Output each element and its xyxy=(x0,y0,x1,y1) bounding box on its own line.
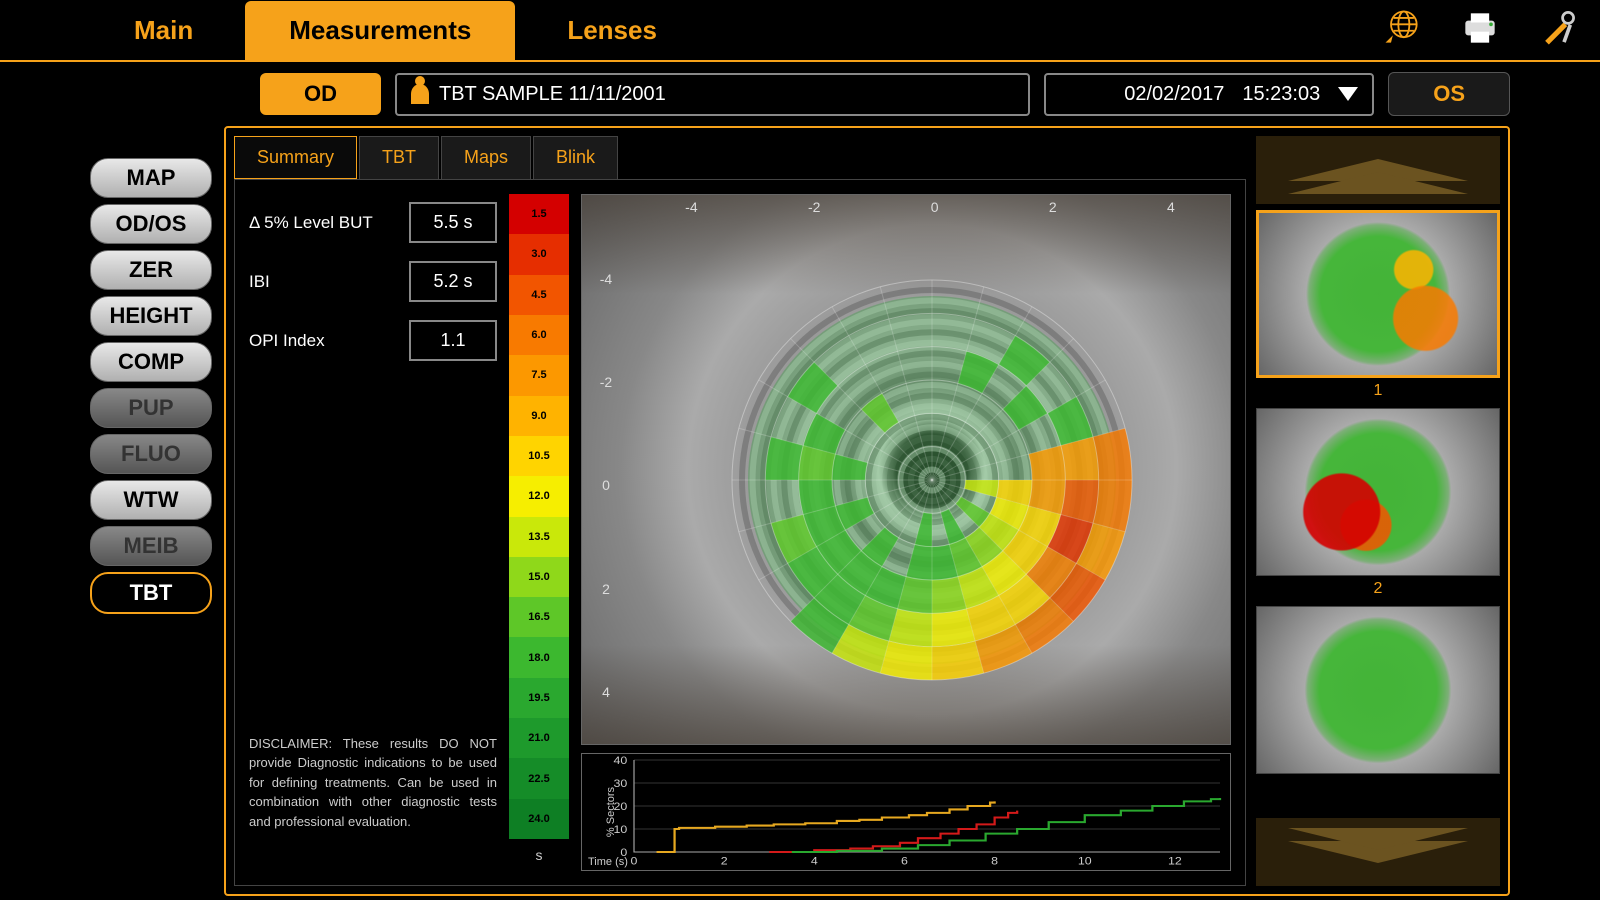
sidenav-item-fluo[interactable]: FLUO xyxy=(90,434,212,474)
legend-cell: 19.5 xyxy=(509,678,569,718)
metric-row: Δ 5% Level BUT 5.5 s xyxy=(249,202,497,243)
legend-cell: 18.0 xyxy=(509,637,569,677)
sidenav-item-wtw[interactable]: WTW xyxy=(90,480,212,520)
legend-cell: 12.0 xyxy=(509,476,569,516)
thumbnail-item[interactable]: 2 xyxy=(1256,408,1500,602)
x-axis-label: Time (s) xyxy=(588,856,628,868)
thumbnail-image xyxy=(1256,210,1500,378)
sidenav-item-height[interactable]: HEIGHT xyxy=(90,296,212,336)
legend-cell: 1.5 xyxy=(509,194,569,234)
scroll-down-button[interactable] xyxy=(1256,818,1500,886)
tab-measurements[interactable]: Measurements xyxy=(245,1,515,60)
main-tabs: Main Measurements Lenses xyxy=(90,1,701,60)
thumbnail-image xyxy=(1256,408,1500,576)
print-icon[interactable] xyxy=(1458,6,1502,55)
thumbnail-item[interactable]: 1 xyxy=(1256,210,1500,404)
sidenav-item-meib[interactable]: MEIB xyxy=(90,526,212,566)
metric-value: 5.2 s xyxy=(409,261,497,302)
tools-icon[interactable] xyxy=(1536,6,1580,55)
svg-text:4: 4 xyxy=(811,854,818,867)
tab-lenses[interactable]: Lenses xyxy=(523,1,701,60)
chevron-down-icon xyxy=(1338,87,1358,101)
patient-name: TBT SAMPLE 11/11/2001 xyxy=(439,83,666,106)
sidenav-item-comp[interactable]: COMP xyxy=(90,342,212,382)
svg-text:10: 10 xyxy=(1078,854,1092,867)
y-axis-label: % Sectors xyxy=(605,787,617,837)
scroll-up-button[interactable] xyxy=(1256,136,1500,204)
metric-value: 5.5 s xyxy=(409,202,497,243)
sidenav-item-od-os[interactable]: OD/OS xyxy=(90,204,212,244)
svg-text:2: 2 xyxy=(721,854,728,867)
sidenav-item-map[interactable]: MAP xyxy=(90,158,212,198)
tab-main[interactable]: Main xyxy=(90,1,237,60)
sub-tabs: SummaryTBTMapsBlink xyxy=(234,136,1246,179)
y-axis-labels: -4-2024 xyxy=(582,227,630,744)
globe-icon[interactable] xyxy=(1380,6,1424,55)
top-bar: Main Measurements Lenses xyxy=(0,0,1600,62)
thumbnail-item[interactable] xyxy=(1256,606,1500,774)
od-button[interactable]: OD xyxy=(260,73,381,115)
os-button[interactable]: OS xyxy=(1388,72,1510,116)
svg-text:40: 40 xyxy=(613,754,627,767)
sidenav-item-tbt[interactable]: TBT xyxy=(90,572,212,614)
top-icons xyxy=(1380,6,1580,55)
legend-unit: s xyxy=(509,839,569,871)
metric-label: OPI Index xyxy=(249,331,325,351)
legend-cell: 24.0 xyxy=(509,799,569,839)
legend-cell: 15.0 xyxy=(509,557,569,597)
sub-bar: OD TBT SAMPLE 11/11/2001 02/02/2017 15:2… xyxy=(0,62,1600,126)
capture-time: 15:23:03 xyxy=(1242,83,1320,106)
sidenav-item-pup[interactable]: PUP xyxy=(90,388,212,428)
datetime-dropdown[interactable]: 02/02/2017 15:23:03 xyxy=(1044,73,1374,116)
legend-cell: 7.5 xyxy=(509,355,569,395)
disclaimer-text: DISCLAIMER: These results DO NOT provide… xyxy=(249,734,497,872)
thumbnail-image xyxy=(1256,606,1500,774)
metric-row: OPI Index 1.1 xyxy=(249,320,497,361)
sidenav-item-zer[interactable]: ZER xyxy=(90,250,212,290)
thumbnail-label: 1 xyxy=(1374,378,1383,404)
svg-text:0: 0 xyxy=(631,854,638,867)
metric-value: 1.1 xyxy=(409,320,497,361)
side-nav: MAP OD/OS ZER HEIGHT COMP PUP FLUO WTW MEIB TBT xyxy=(90,126,212,896)
legend-cell: 13.5 xyxy=(509,517,569,557)
legend-cell: 10.5 xyxy=(509,436,569,476)
metric-label: IBI xyxy=(249,272,270,292)
legend-cell: 9.0 xyxy=(509,396,569,436)
legend-cell: 16.5 xyxy=(509,597,569,637)
content-panel: SummaryTBTMapsBlink Δ 5% Level BUT 5.5 s I… xyxy=(224,126,1510,896)
thumbnail-label: 2 xyxy=(1374,576,1383,602)
x-axis-labels: -4-2024 xyxy=(630,195,1230,215)
thumbnail-panel: 12 xyxy=(1256,136,1500,886)
polar-overlay xyxy=(722,270,1142,690)
svg-text:8: 8 xyxy=(991,854,998,867)
results-body: Δ 5% Level BUT5.5 sIBI5.2 sOPI Index1.1 … xyxy=(234,179,1246,886)
legend-cell: 4.5 xyxy=(509,275,569,315)
legend-cell: 3.0 xyxy=(509,234,569,274)
svg-text:12: 12 xyxy=(1168,854,1182,867)
metric-label: Δ 5% Level BUT xyxy=(249,213,373,233)
capture-date: 02/02/2017 xyxy=(1124,83,1224,106)
subtab-maps[interactable]: Maps xyxy=(441,136,531,179)
person-icon xyxy=(411,84,429,104)
chart-canvas: 010203040024681012 xyxy=(634,760,1220,852)
legend-cell: 21.0 xyxy=(509,718,569,758)
svg-text:6: 6 xyxy=(901,854,908,867)
time-chart: % Sectors Time (s) 010203040024681012 xyxy=(581,753,1231,871)
thumbnail-list: 12 xyxy=(1256,210,1500,812)
color-legend: 1.53.04.56.07.59.010.512.013.515.016.518… xyxy=(509,194,569,871)
subtab-tbt[interactable]: TBT xyxy=(359,136,439,179)
metrics-column: Δ 5% Level BUT5.5 sIBI5.2 sOPI Index1.1 … xyxy=(249,194,497,871)
eye-topography-map[interactable]: -4-2024 -4-2024 xyxy=(581,194,1231,745)
main-area: MAP OD/OS ZER HEIGHT COMP PUP FLUO WTW MEIB TBT S… xyxy=(0,126,1600,896)
legend-cell: 6.0 xyxy=(509,315,569,355)
patient-field[interactable]: TBT SAMPLE 11/11/2001 xyxy=(395,73,1030,116)
results-area: SummaryTBTMapsBlink Δ 5% Level BUT 5.5 s I… xyxy=(234,136,1246,886)
visualization-column: -4-2024 -4-2024 % Sectors Time (s) 01020… xyxy=(581,194,1231,871)
subtab-summary[interactable]: Summary xyxy=(234,136,357,179)
metric-row: IBI 5.2 s xyxy=(249,261,497,302)
legend-cell: 22.5 xyxy=(509,758,569,798)
subtab-blink[interactable]: Blink xyxy=(533,136,618,179)
